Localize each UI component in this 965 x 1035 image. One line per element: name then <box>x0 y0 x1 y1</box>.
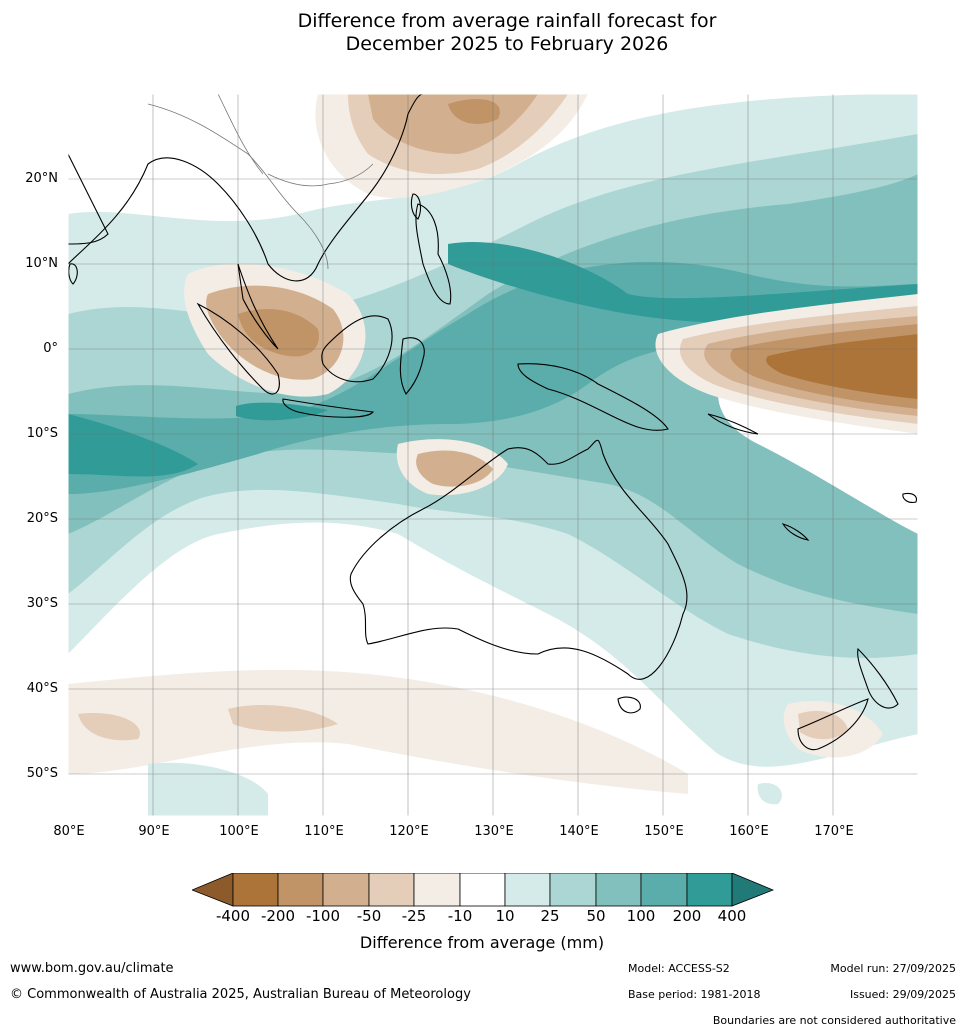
lon-label-130e: 130°E <box>474 824 514 839</box>
lat-label-10s: 10°S <box>26 426 58 441</box>
colorbar-swatch-400-200 <box>232 872 279 907</box>
tasmania-coast <box>617 696 641 714</box>
title-line-2: December 2025 to February 2026 <box>345 33 669 55</box>
issued-text: Issued: 29/09/2025 <box>849 988 956 1001</box>
colorbar-swatch-10-10 <box>459 872 506 907</box>
lat-label-30s: 30°S <box>26 596 58 611</box>
colorbar-tick-minus-400: -400 <box>215 907 251 925</box>
lon-label-170e: 170°E <box>814 824 854 839</box>
title-line-1: Difference from average rainfall forecas… <box>297 10 717 32</box>
colorbar-swatch-below-400 <box>190 872 234 907</box>
colorbar-swatch-above-400 <box>731 872 775 907</box>
new-caledonia-coast <box>781 523 810 541</box>
sulawesi-coast <box>399 337 425 395</box>
colorbar-label: Difference from average (mm) <box>359 933 605 952</box>
disclaimer-text: Boundaries are not considered authoritat… <box>712 1014 956 1027</box>
lat-label-20s: 20°S <box>26 511 58 526</box>
lon-label-90e: 90°E <box>138 824 170 839</box>
java-coast <box>282 398 374 418</box>
model-run-text: Model run: 27/09/2025 <box>830 962 956 975</box>
rainfall-map <box>68 94 918 816</box>
new-guinea-coast <box>517 363 669 431</box>
lon-label-160e: 160°E <box>729 824 769 839</box>
map-title: Difference from average rainfall forecas… <box>0 10 965 56</box>
colorbar-swatch-100-200 <box>640 872 688 907</box>
colorbar-swatch-50-100 <box>595 872 642 907</box>
lon-label-120e: 120°E <box>389 824 429 839</box>
lat-label-50s: 50°S <box>26 766 58 781</box>
colorbar-tick-25: 25 <box>540 907 560 925</box>
lon-label-140e: 140°E <box>559 824 599 839</box>
colorbar-tick-10: 10 <box>495 907 515 925</box>
colorbar <box>190 872 775 907</box>
colorbar-swatch-10-25 <box>504 872 551 907</box>
lon-label-80e: 80°E <box>53 824 85 839</box>
new-zealand-south <box>797 698 869 751</box>
lat-label-0: 0° <box>43 341 58 356</box>
australia-coast <box>349 439 688 680</box>
colorbar-swatch-25-10 <box>413 872 461 907</box>
lat-label-40s: 40°S <box>26 681 58 696</box>
colorbar-tick-minus-10: -10 <box>447 907 473 925</box>
colorbar-swatch-50-25 <box>368 872 415 907</box>
graticule <box>68 94 918 816</box>
copyright-text: © Commonwealth of Australia 2025, Austra… <box>10 987 471 1002</box>
colorbar-tick-minus-50: -50 <box>356 907 382 925</box>
colorbar-swatch-200-100 <box>277 872 324 907</box>
website-link[interactable]: www.bom.gov.au/climate <box>10 961 174 976</box>
lat-label-10n: 10°N <box>25 256 58 271</box>
colorbar-tick-minus-100: -100 <box>305 907 341 925</box>
philippines-coast <box>415 203 452 305</box>
colorbar-tick-200: 200 <box>672 907 702 925</box>
sumatra-coast <box>196 302 280 395</box>
colorbar-tick-100: 100 <box>626 907 656 925</box>
base-period-text: Base period: 1981-2018 <box>628 988 761 1001</box>
colorbar-tick-400: 400 <box>717 907 747 925</box>
lon-label-150e: 150°E <box>644 824 684 839</box>
lon-label-100e: 100°E <box>219 824 259 839</box>
borneo-coast <box>321 315 393 383</box>
india-coast <box>68 153 109 245</box>
map-canvas <box>68 94 918 816</box>
new-zealand-north <box>857 647 899 709</box>
lon-label-110e: 110°E <box>304 824 344 839</box>
colorbar-tick-minus-200: -200 <box>260 907 296 925</box>
malay-peninsula-coast <box>237 263 279 350</box>
coastlines <box>68 94 917 751</box>
colorbar-swatch-100-50 <box>322 872 370 907</box>
solomon-islands-coast <box>707 413 759 435</box>
lat-label-20n: 20°N <box>25 171 58 186</box>
colorbar-swatches <box>190 872 775 907</box>
taiwan-coast <box>410 193 422 220</box>
colorbar-swatch-25-50 <box>549 872 597 907</box>
colorbar-tick-50: 50 <box>586 907 606 925</box>
sri-lanka-coast <box>68 263 78 285</box>
country-borders <box>147 94 374 270</box>
colorbar-swatch-200-400 <box>686 872 733 907</box>
mainland-asia-coast <box>68 94 424 282</box>
model-text: Model: ACCESS-S2 <box>628 962 730 975</box>
fiji-coast <box>902 492 917 503</box>
colorbar-tick-minus-25: -25 <box>401 907 427 925</box>
